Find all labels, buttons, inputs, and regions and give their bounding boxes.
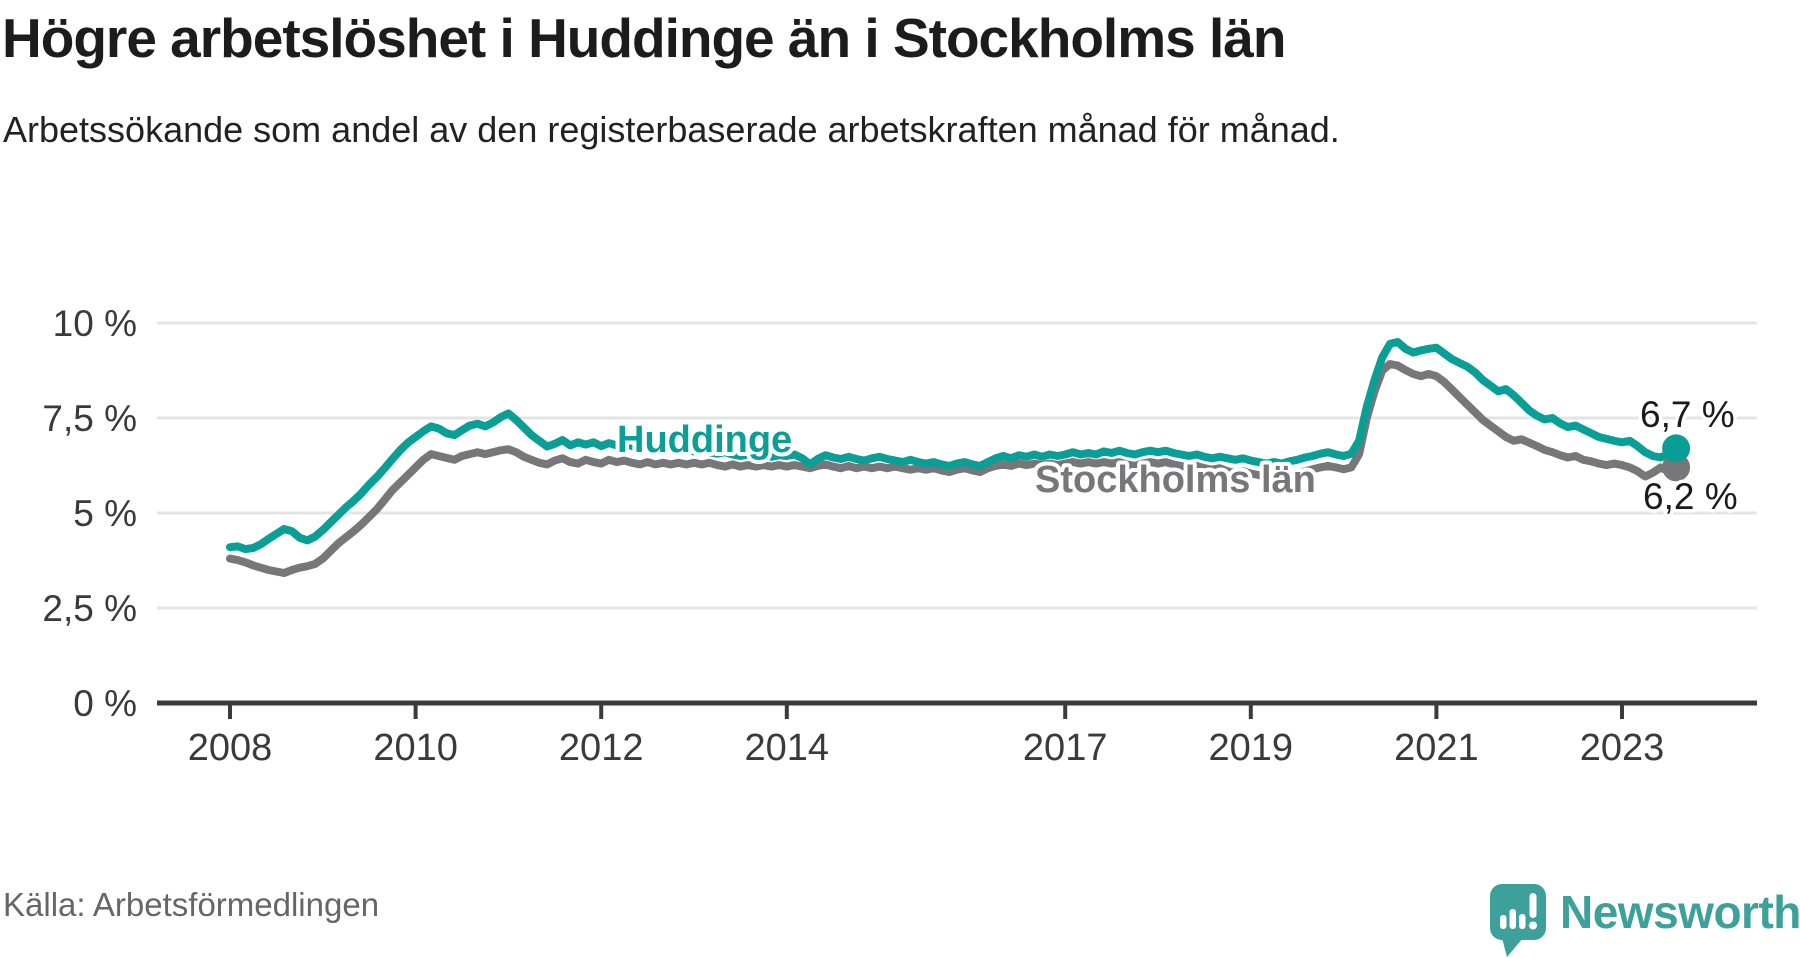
series-endpoint-dot-huddinge [1662, 434, 1691, 463]
x-tick-label-2019: 2019 [1209, 727, 1294, 769]
x-tick-label-2010: 2010 [373, 727, 458, 769]
x-tick-label-2008: 2008 [188, 727, 273, 769]
newsworthy-wordmark: Newsworthy [1560, 886, 1800, 938]
series-label-stockholms-lan: Stockholms län [1035, 459, 1316, 501]
end-value-label-stockholms-lan: 6,2 % [1643, 476, 1738, 517]
y-tick-label-0: 0 % [73, 683, 137, 724]
y-tick-label-2.5: 2,5 % [42, 588, 137, 629]
x-tick-label-2017: 2017 [1023, 727, 1108, 769]
page-title: Högre arbetslöshet i Huddinge än i Stock… [2, 7, 1286, 69]
x-tick-label-2014: 2014 [745, 727, 830, 769]
y-tick-label-10: 10 % [53, 303, 137, 344]
series-line-stockholms-lan [226, 360, 1681, 577]
x-tick-label-2012: 2012 [559, 727, 644, 769]
source-note: Källa: Arbetsförmedlingen [3, 886, 380, 923]
y-tick-label-7.5: 7,5 % [42, 398, 137, 439]
chart-subtitle: Arbetssökande som andel av den registerb… [3, 109, 1340, 150]
series-line-huddinge [226, 338, 1681, 554]
y-tick-label-5: 5 % [73, 493, 137, 534]
x-tick-label-2021: 2021 [1394, 727, 1479, 769]
x-tick-label-2023: 2023 [1580, 727, 1665, 769]
newsworthy-logo: Newsworthy [1490, 884, 1800, 958]
end-value-label-huddinge: 6,7 % [1640, 394, 1735, 435]
newsworthy-chart-bubble-icon [1490, 884, 1546, 957]
series-label-huddinge: Huddinge [617, 419, 792, 461]
